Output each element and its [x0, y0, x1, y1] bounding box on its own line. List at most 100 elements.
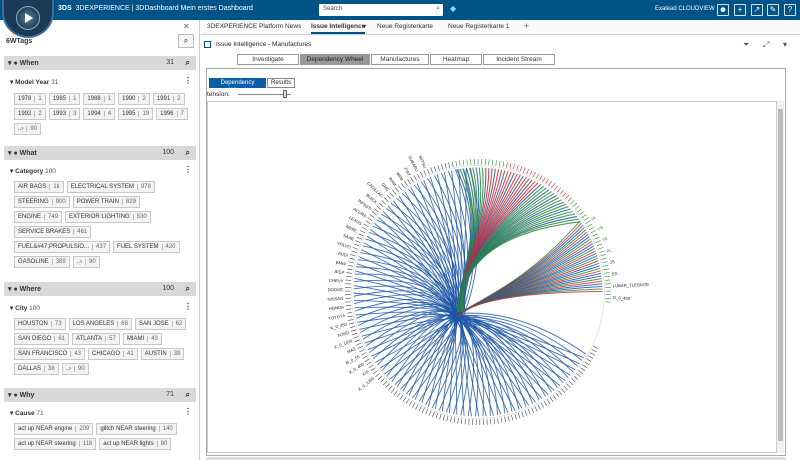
collapse-icon[interactable]: ▾ [8, 60, 14, 67]
tab-heatmap[interactable]: Heatmap [430, 54, 482, 65]
section-header-where[interactable]: ▾ ● Where 100 ⌕ [4, 282, 196, 296]
tag-chip[interactable]: SAN JOSE 62 [134, 318, 187, 330]
tab-issue-intelligence[interactable]: Issue Intelligence [311, 23, 366, 34]
section-header-when[interactable]: ▾ ● When 31 ⌕ [4, 56, 196, 70]
plus-icon[interactable]: + [734, 4, 746, 16]
tension-slider[interactable] [238, 94, 291, 95]
section-header-what[interactable]: ▾ ● What 100 ⌕ [4, 146, 196, 160]
tag-chip[interactable]: act up NEAR steering 118 [14, 438, 97, 450]
add-tab-icon[interactable]: + [524, 21, 530, 31]
tag-chip[interactable]: AUSTIN 39 [140, 348, 185, 360]
more-tags-button[interactable]: ..› 90 [72, 256, 100, 268]
tag-chip[interactable]: 1991 2 [152, 93, 185, 105]
tab-neue-registerkarte-1[interactable]: Neue Registerkarte 1 [448, 23, 510, 30]
collapse-icon[interactable]: ▾ [8, 286, 14, 293]
tag-chip[interactable]: ELECTRICAL SYSTEM 978 [66, 181, 155, 193]
tag-chip[interactable]: SAN FRANCISCO 43 [14, 348, 86, 360]
tag-chip[interactable]: HOUSTON 73 [14, 318, 66, 330]
tag-chip[interactable]: FUEL&#47;PROPULSIO... 437 [14, 241, 111, 253]
category-header[interactable]: ▾ Cause 71 [10, 410, 44, 417]
tab-incident-stream[interactable]: Incident Stream [483, 54, 555, 65]
tag-icon[interactable]: ◆ [450, 4, 457, 13]
collapse-icon[interactable]: ▾ [8, 150, 14, 157]
tag-chip[interactable]: SAN DIEGO 61 [14, 333, 70, 345]
wheel-tick [448, 162, 451, 169]
tag-chip[interactable]: DALLAS 38 [14, 363, 59, 375]
tab-neue-registerkarte[interactable]: Neue Registerkarte [377, 23, 433, 30]
tag-chip[interactable]: glitch NEAR steering 140 [96, 423, 177, 435]
tag-chip[interactable]: 1996 7 [156, 108, 188, 120]
more-tags-button[interactable]: ..› 90 [14, 123, 42, 135]
section-header-why[interactable]: ▾ ● Why 71 ⌕ [4, 388, 196, 402]
tab-investigate[interactable]: Investigate [237, 54, 299, 65]
tab-dependency-wheel-view[interactable]: Dependency Wheel [209, 78, 266, 94]
tag-chip[interactable]: act up NEAR engine 209 [14, 423, 94, 435]
filter-icon[interactable]: ⏷ [743, 40, 750, 49]
tag-chip[interactable]: POWER TRAIN 829 [72, 196, 140, 208]
tab-platform-news[interactable]: 3DEXPERIENCE Platform News [207, 23, 302, 30]
category-header[interactable]: ▾ City 100 [10, 305, 41, 312]
tag-chip[interactable]: 1978 1 [14, 93, 46, 105]
more-options-icon[interactable]: ⋮ [184, 76, 192, 85]
collapse-icon[interactable]: ▾ [10, 168, 16, 175]
wheel-tick [356, 342, 362, 346]
tag-chip[interactable]: MIAMI 43 [122, 333, 162, 345]
dependency-wheel[interactable]: K_0_1200 KIA K_0_400 M_0_55 MAZ K_0_1100 FORD K… [207, 101, 777, 453]
tag-chip[interactable]: 1990 2 [118, 93, 150, 105]
tag-chip[interactable]: 1994 4 [83, 108, 116, 120]
tag-chip[interactable]: EXTERIOR LIGHTING 530 [65, 211, 151, 223]
widget-icon [204, 41, 211, 48]
tag-chip[interactable]: 1995 19 [118, 108, 154, 120]
search-icon[interactable]: ⌕ [185, 58, 190, 67]
tag-chip[interactable]: act up NEAR lights 80 [99, 438, 172, 450]
search-icon[interactable]: ⌕ [185, 390, 190, 399]
more-options-icon[interactable]: ⋮ [184, 165, 192, 174]
tag-chip[interactable]: ENGINE 749 [14, 211, 63, 223]
scrollbar-thumb[interactable] [778, 109, 783, 441]
wheel-chord [454, 314, 527, 409]
search-icon[interactable]: ⌕ [436, 5, 440, 12]
user-name[interactable]: Exalead CLOUDVIEW [655, 6, 715, 12]
tag-chip[interactable]: 1988 1 [83, 93, 116, 105]
compass-icon[interactable] [2, 0, 54, 38]
tab-results[interactable]: Results [267, 78, 295, 88]
close-icon[interactable]: ✕ [183, 22, 190, 31]
chevron-down-icon[interactable]: ▾ [363, 24, 367, 30]
user-icon[interactable]: ☻ [717, 4, 729, 16]
collapse-icon[interactable]: ▾ [10, 305, 16, 312]
tension-slider-handle[interactable] [283, 90, 287, 98]
search-icon[interactable]: ⌕ [185, 284, 190, 293]
category-header[interactable]: ▾ Category 100 [10, 168, 56, 175]
tag-chip[interactable]: GASOLINE 389 [14, 256, 70, 268]
tag-chip[interactable]: 1992 2 [14, 108, 46, 120]
tag-chip[interactable]: 1993 3 [48, 108, 81, 120]
more-options-icon[interactable]: ⋮ [184, 407, 192, 416]
tag-chip[interactable]: STEERING 900 [14, 196, 70, 208]
expand-icon[interactable]: ⤢ [763, 40, 770, 49]
search-input[interactable]: Search ⌕ [319, 4, 443, 16]
help-icon[interactable]: ? [784, 4, 796, 16]
collapse-icon[interactable]: ▾ [10, 79, 16, 86]
tag-chip[interactable]: CHICAGO 41 [88, 348, 138, 360]
tag-chip[interactable]: 1985 1 [48, 93, 81, 105]
horizontal-scrollbar[interactable] [206, 457, 786, 460]
search-icon[interactable]: ⌕ [185, 148, 190, 157]
chevron-down-icon[interactable]: ▾ [783, 40, 788, 49]
more-options-icon[interactable]: ⋮ [184, 302, 192, 311]
category-header[interactable]: ▾ Model Year 31 [10, 79, 59, 86]
tag-chip[interactable]: ATLANTA 57 [72, 333, 120, 345]
tag-chip[interactable]: LOS ANGELES 68 [68, 318, 132, 330]
panel-search-button[interactable]: ⌕ [178, 34, 194, 48]
share-icon[interactable]: ↗ [751, 4, 763, 16]
dependency-wheel-svg[interactable]: K_0_1200KIAK_0_400M_0_55MAZK_0_1100FORDK… [208, 102, 777, 453]
vertical-scrollbar[interactable] [777, 101, 784, 453]
collapse-icon[interactable]: ▾ [8, 392, 14, 399]
tab-dependency-wheel[interactable]: Dependency Wheel [300, 54, 370, 65]
tag-chip[interactable]: AIR BAGS 1k [14, 181, 64, 193]
tag-chip[interactable]: FUEL SYSTEM 420 [113, 241, 180, 253]
tab-manufactures[interactable]: Manufactures [371, 54, 429, 65]
collapse-icon[interactable]: ▾ [10, 410, 16, 417]
tools-icon[interactable]: ✎ [767, 4, 779, 16]
more-tags-button[interactable]: ..› 90 [61, 363, 89, 375]
tag-chip[interactable]: SERVICE BRAKES 461 [14, 226, 92, 238]
